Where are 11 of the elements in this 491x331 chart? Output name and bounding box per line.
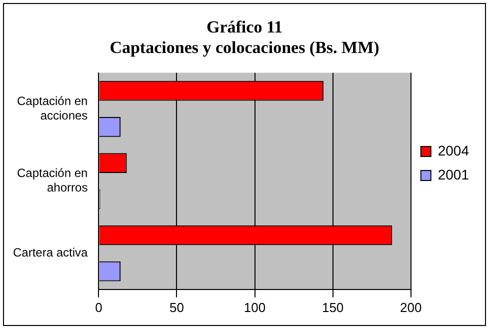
y-tick-label: Captación en ahorros — [16, 166, 88, 195]
x-tick-label: 150 — [322, 300, 344, 315]
x-tick-label: 100 — [244, 300, 266, 315]
x-tick-label: 200 — [400, 300, 422, 315]
y-tick-label: Captación en acciones — [16, 94, 88, 122]
x-tick-label: 50 — [170, 300, 184, 315]
legend-label: 2004 — [438, 142, 470, 158]
x-tick-label: 0 — [95, 300, 102, 315]
chart-title: Gráfico 11 Captaciones y colocaciones (Bs. MM) — [110, 18, 380, 57]
legend-label: 2001 — [438, 166, 470, 182]
y-tick-label: Cartera activa — [12, 246, 88, 260]
